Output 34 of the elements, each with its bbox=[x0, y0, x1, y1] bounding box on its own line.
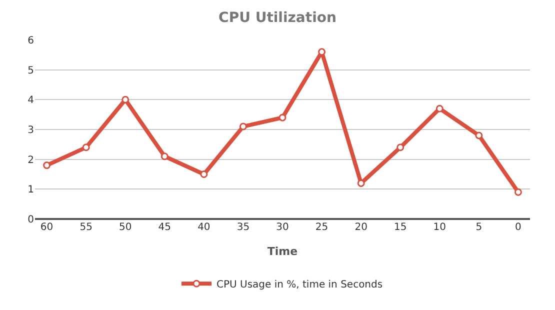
point bbox=[160, 152, 168, 160]
point bbox=[278, 114, 286, 122]
point bbox=[396, 144, 404, 152]
x-tick-label: 20 bbox=[354, 222, 368, 233]
y-tick-label: 2 bbox=[28, 154, 34, 166]
x-tick-label: 5 bbox=[476, 222, 482, 233]
x-tick-label: 40 bbox=[198, 222, 210, 233]
x-tick-label: 25 bbox=[315, 222, 328, 233]
point bbox=[436, 104, 444, 112]
legend-label: CPU Usage in %, time in Seconds bbox=[216, 280, 383, 291]
x-tick-label: 15 bbox=[394, 222, 407, 233]
point bbox=[43, 162, 51, 170]
point bbox=[200, 170, 208, 178]
x-tick-label: 30 bbox=[276, 222, 289, 233]
x-tick-label: 60 bbox=[40, 222, 54, 233]
point bbox=[239, 122, 247, 130]
y-tick-label: 3 bbox=[28, 125, 34, 136]
point bbox=[82, 144, 90, 152]
point bbox=[475, 132, 483, 140]
x-tick-label: 45 bbox=[158, 222, 172, 233]
point bbox=[122, 96, 130, 104]
y-tick-label: 5 bbox=[28, 65, 34, 76]
x-tick-label: 10 bbox=[433, 222, 446, 233]
x-tick-label: 35 bbox=[236, 222, 250, 233]
point bbox=[514, 188, 522, 196]
y-tick-label: 6 bbox=[28, 36, 34, 46]
y-tick-label: 1 bbox=[28, 184, 34, 196]
y-tick-label: 0 bbox=[28, 214, 34, 226]
x-tick-label: 50 bbox=[118, 222, 132, 233]
x-axis-title: Time bbox=[267, 245, 298, 258]
x-tick-label: 55 bbox=[80, 222, 92, 233]
chart-title: CPU Utilization bbox=[218, 10, 336, 26]
y-tick-label: 4 bbox=[28, 95, 34, 106]
x-tick-label: 0 bbox=[515, 222, 522, 233]
